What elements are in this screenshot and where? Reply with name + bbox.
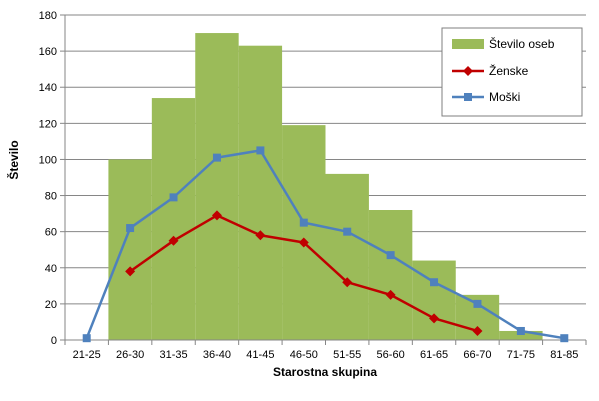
y-tick-label: 80 [45,191,57,203]
x-tick-label: 81-85 [550,349,578,361]
point-men [560,334,569,343]
line-series [82,146,569,343]
bar [368,210,413,340]
x-tick-label: 46-50 [290,349,318,361]
bar [108,159,152,340]
x-tick-label: 36-40 [203,349,231,361]
bar [325,173,369,340]
y-tick-label: 60 [45,227,57,239]
x-tick-label: 61-65 [420,349,448,361]
point-men [82,334,91,343]
point-women [298,237,309,248]
y-tick-label: 0 [51,335,57,347]
legend-marker-men [464,93,472,101]
point-men [516,326,525,335]
x-tick-label: 26-30 [116,349,144,361]
bar [151,98,196,340]
y-tick-label: 100 [39,154,57,166]
y-axis-title: Število [6,140,21,179]
x-tick-label: 51-55 [333,349,361,361]
x-tick-label: 71-75 [507,349,535,361]
bar-series [108,33,543,341]
y-tick-label: 160 [39,46,57,58]
y-tick-label: 120 [39,118,57,130]
legend-label-men: Moški [489,90,520,104]
point-women [385,289,396,300]
x-tick-label: 21-25 [73,349,101,361]
x-tick-labels: 21-25 26-30 31-35 36-40 41-45 46-50 51-55 56-60… [73,349,579,361]
bar [499,330,543,340]
x-tick-label: 31-35 [159,349,187,361]
point-men [473,299,482,308]
legend-marker-women [463,66,473,76]
legend-label-count: Število oseb [489,36,555,51]
y-tick-label: 20 [45,299,57,311]
legend: Število oseb Ženske Moški [441,27,583,117]
y-tick-label: 40 [45,263,57,275]
point-women [125,266,136,277]
x-tick-label: 56-60 [377,349,405,361]
point-men [212,153,221,162]
x-axis-title: Starostna skupina [273,365,377,379]
point-men [386,251,395,260]
legend-label-women: Ženske [489,63,529,78]
point-women [168,235,179,246]
line-men [85,149,565,340]
bar [282,125,326,340]
x-tick-label: 66-70 [463,349,491,361]
axes [60,14,587,345]
y-tick-label: 180 [39,10,57,22]
point-men [299,218,308,227]
y-tick-labels: 0 20 40 60 80 100 120 140 160 180 [39,10,57,347]
point-men [169,193,178,202]
point-men [256,146,265,155]
x-tick-label: 41-45 [246,349,274,361]
y-tick-label: 140 [39,82,57,94]
point-women [342,277,353,288]
point-men [126,224,135,233]
legend-swatch-count [452,39,484,49]
bar [238,45,283,340]
point-women [255,230,266,241]
point-women [211,210,222,221]
point-women [429,313,440,324]
point-men [343,227,352,236]
point-women [472,325,483,336]
point-men [430,278,439,287]
bar [195,33,239,341]
